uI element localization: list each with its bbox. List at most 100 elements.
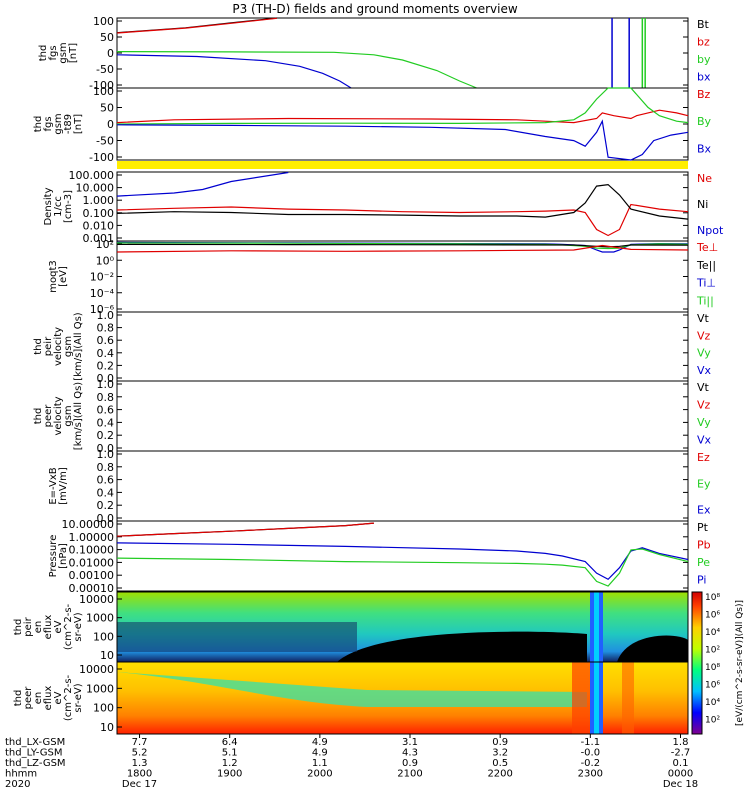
- y-label-line: thd: [33, 338, 44, 355]
- spectrogram-gap: [594, 592, 599, 662]
- legend-Pe: Pe: [697, 556, 710, 569]
- colorbar-tick-label: 10⁶: [705, 681, 720, 691]
- y-tick-label: 10000: [79, 663, 114, 676]
- spectrogram-gap: [594, 662, 599, 734]
- time-tick-label: 4.9: [312, 748, 328, 759]
- colorbar-tick-label: 10⁶: [705, 611, 720, 621]
- y-axis-label: thd fgs gsm [nT]: [38, 42, 79, 63]
- y-label-line: sr-eV): [73, 612, 84, 641]
- y-label-line: peer: [23, 686, 34, 710]
- time-tick-label: Dec 17: [122, 779, 157, 790]
- legend-Bx: Bx: [697, 142, 712, 155]
- y-tick-label: 0: [107, 47, 114, 60]
- series-Bt: [116, 17, 277, 34]
- y-tick-label: 10: [100, 649, 114, 662]
- colorbar-scale: [691, 591, 703, 735]
- time-tick-label: 1.3: [132, 758, 148, 769]
- legend-Vt: Vt: [697, 381, 710, 394]
- time-tick-label: 3.1: [402, 737, 418, 748]
- y-tick-label: 0.6: [97, 334, 115, 347]
- y-tick-label: 10: [100, 721, 114, 734]
- y-label-line: thd: [33, 116, 44, 133]
- y-tick-label: 0.00010: [69, 582, 115, 595]
- legend-by: by: [697, 53, 711, 66]
- y-label-line: eV: [53, 691, 64, 704]
- y-tick-label: 0.6: [97, 474, 115, 487]
- y-tick-label: 1000: [86, 682, 114, 695]
- panel-temperature: 10² 10⁰ 10⁻² 10⁻⁴ 10⁻⁶ moqt3 [eV] Te⊥ Te|| Ti⊥ Ti|…: [48, 238, 718, 316]
- y-tick-label: 0.8: [97, 322, 115, 335]
- y-label-line: [nPa]: [58, 543, 69, 569]
- y-label-line: gsm: [58, 42, 69, 63]
- time-tick-label: 2000: [307, 769, 332, 780]
- spectrogram-low-counts: [617, 635, 688, 662]
- y-tick-label: 0: [107, 118, 114, 131]
- y-axis-label: thd fgs gsm -t89 [nT]: [33, 113, 84, 134]
- y-tick-label: 100: [93, 15, 114, 28]
- y-tick-label: 0.00100: [69, 569, 115, 582]
- panel-pressure: 10.000001.000000.100000.010000.001000.00…: [48, 518, 711, 595]
- legend-bx: bx: [697, 71, 711, 84]
- legend-Ti||: Ti||: [696, 295, 714, 308]
- y-tick-label: 10²: [96, 238, 114, 251]
- time-tick-label: 1.2: [222, 758, 238, 769]
- orbit-bar: [117, 161, 688, 169]
- y-label-line: eV: [53, 620, 64, 633]
- y-tick-label: 0.0: [97, 512, 115, 525]
- y-tick-label: 0.4: [97, 347, 115, 360]
- y-label-line: E=-VxB: [48, 467, 59, 504]
- y-tick-label: 100: [93, 630, 114, 643]
- time-tick-label: -0.2: [581, 758, 601, 769]
- legend-Te||: Te||: [696, 259, 716, 272]
- y-label-line: thd: [33, 408, 44, 425]
- spectrogram-band: [572, 662, 590, 734]
- legend-Bz: Bz: [697, 88, 711, 101]
- series-bz: [116, 17, 277, 34]
- y-tick-label: 100: [93, 85, 114, 98]
- time-tick-label: -1.1: [581, 737, 601, 748]
- y-label-line: en: [33, 692, 44, 705]
- y-axis-label: thd peer velocity gsm [km/s](All Qs): [33, 382, 84, 450]
- time-tick-label: Dec 18: [663, 779, 698, 790]
- y-tick-label: 0.01000: [69, 556, 115, 569]
- y-label-line: [mV/m]: [58, 467, 69, 505]
- y-tick-label: 0.2: [97, 429, 115, 442]
- time-row-label: thd_LY-GSM: [5, 748, 62, 759]
- y-label-line: Density: [43, 187, 54, 225]
- legend-Pi: Pi: [697, 574, 706, 587]
- panel-efield: 1.00.80.60.40.20.0 E=-VxB [mV/m] Ez Ey Ex: [48, 448, 711, 525]
- legend-Ni: Ni: [697, 198, 708, 211]
- y-label-line: [cm-3]: [63, 190, 74, 223]
- y-tick-label: 1.0: [97, 448, 115, 461]
- y-label-line: thd: [13, 690, 24, 707]
- y-tick-label: -100: [89, 151, 114, 164]
- y-tick-label: 10.000: [76, 182, 115, 195]
- y-axis-label: thd peer en eflux eV (cm^2-s-sr-eV): [13, 674, 84, 721]
- y-label-line: [eV]: [58, 266, 69, 287]
- y-label-line: (cm^2-s-: [63, 603, 74, 650]
- y-label-line: peir: [23, 616, 34, 636]
- series-by: [116, 51, 477, 89]
- time-row-label: 2020: [5, 779, 30, 790]
- y-label-line: fgs: [43, 116, 54, 131]
- y-label-line: -t89: [63, 114, 74, 134]
- y-tick-label: 0.8: [97, 461, 115, 474]
- y-tick-label: 0.0: [97, 442, 115, 455]
- series-Pb: [116, 522, 374, 537]
- y-tick-label: -50: [96, 63, 114, 76]
- y-tick-label: 10⁻⁶: [90, 303, 115, 316]
- spectrogram-peir: 10000 1000 100 10 thd peir en eflux eV (cm^2-s-sr…: [13, 591, 689, 663]
- panel-fgs: 100 50 0 -50 -100 thd fgs gsm [nT] Bt bz by bx: [38, 15, 711, 92]
- colorbar-tick-label: 10²: [705, 716, 720, 726]
- panel-fgs_minus: 100 50 0 -50 -100 thd fgs gsm -t89 [nT] Bz By Bx: [33, 85, 712, 164]
- spectrogram-speckle: [117, 622, 357, 652]
- series-Ne: [116, 203, 689, 237]
- series-By: [116, 87, 689, 125]
- y-label-line: fgs: [48, 45, 59, 60]
- spectrogram-band: [117, 672, 587, 707]
- y-label-line: en: [33, 621, 44, 634]
- panel-frame: [116, 520, 689, 592]
- legend-Vx: Vx: [697, 434, 712, 447]
